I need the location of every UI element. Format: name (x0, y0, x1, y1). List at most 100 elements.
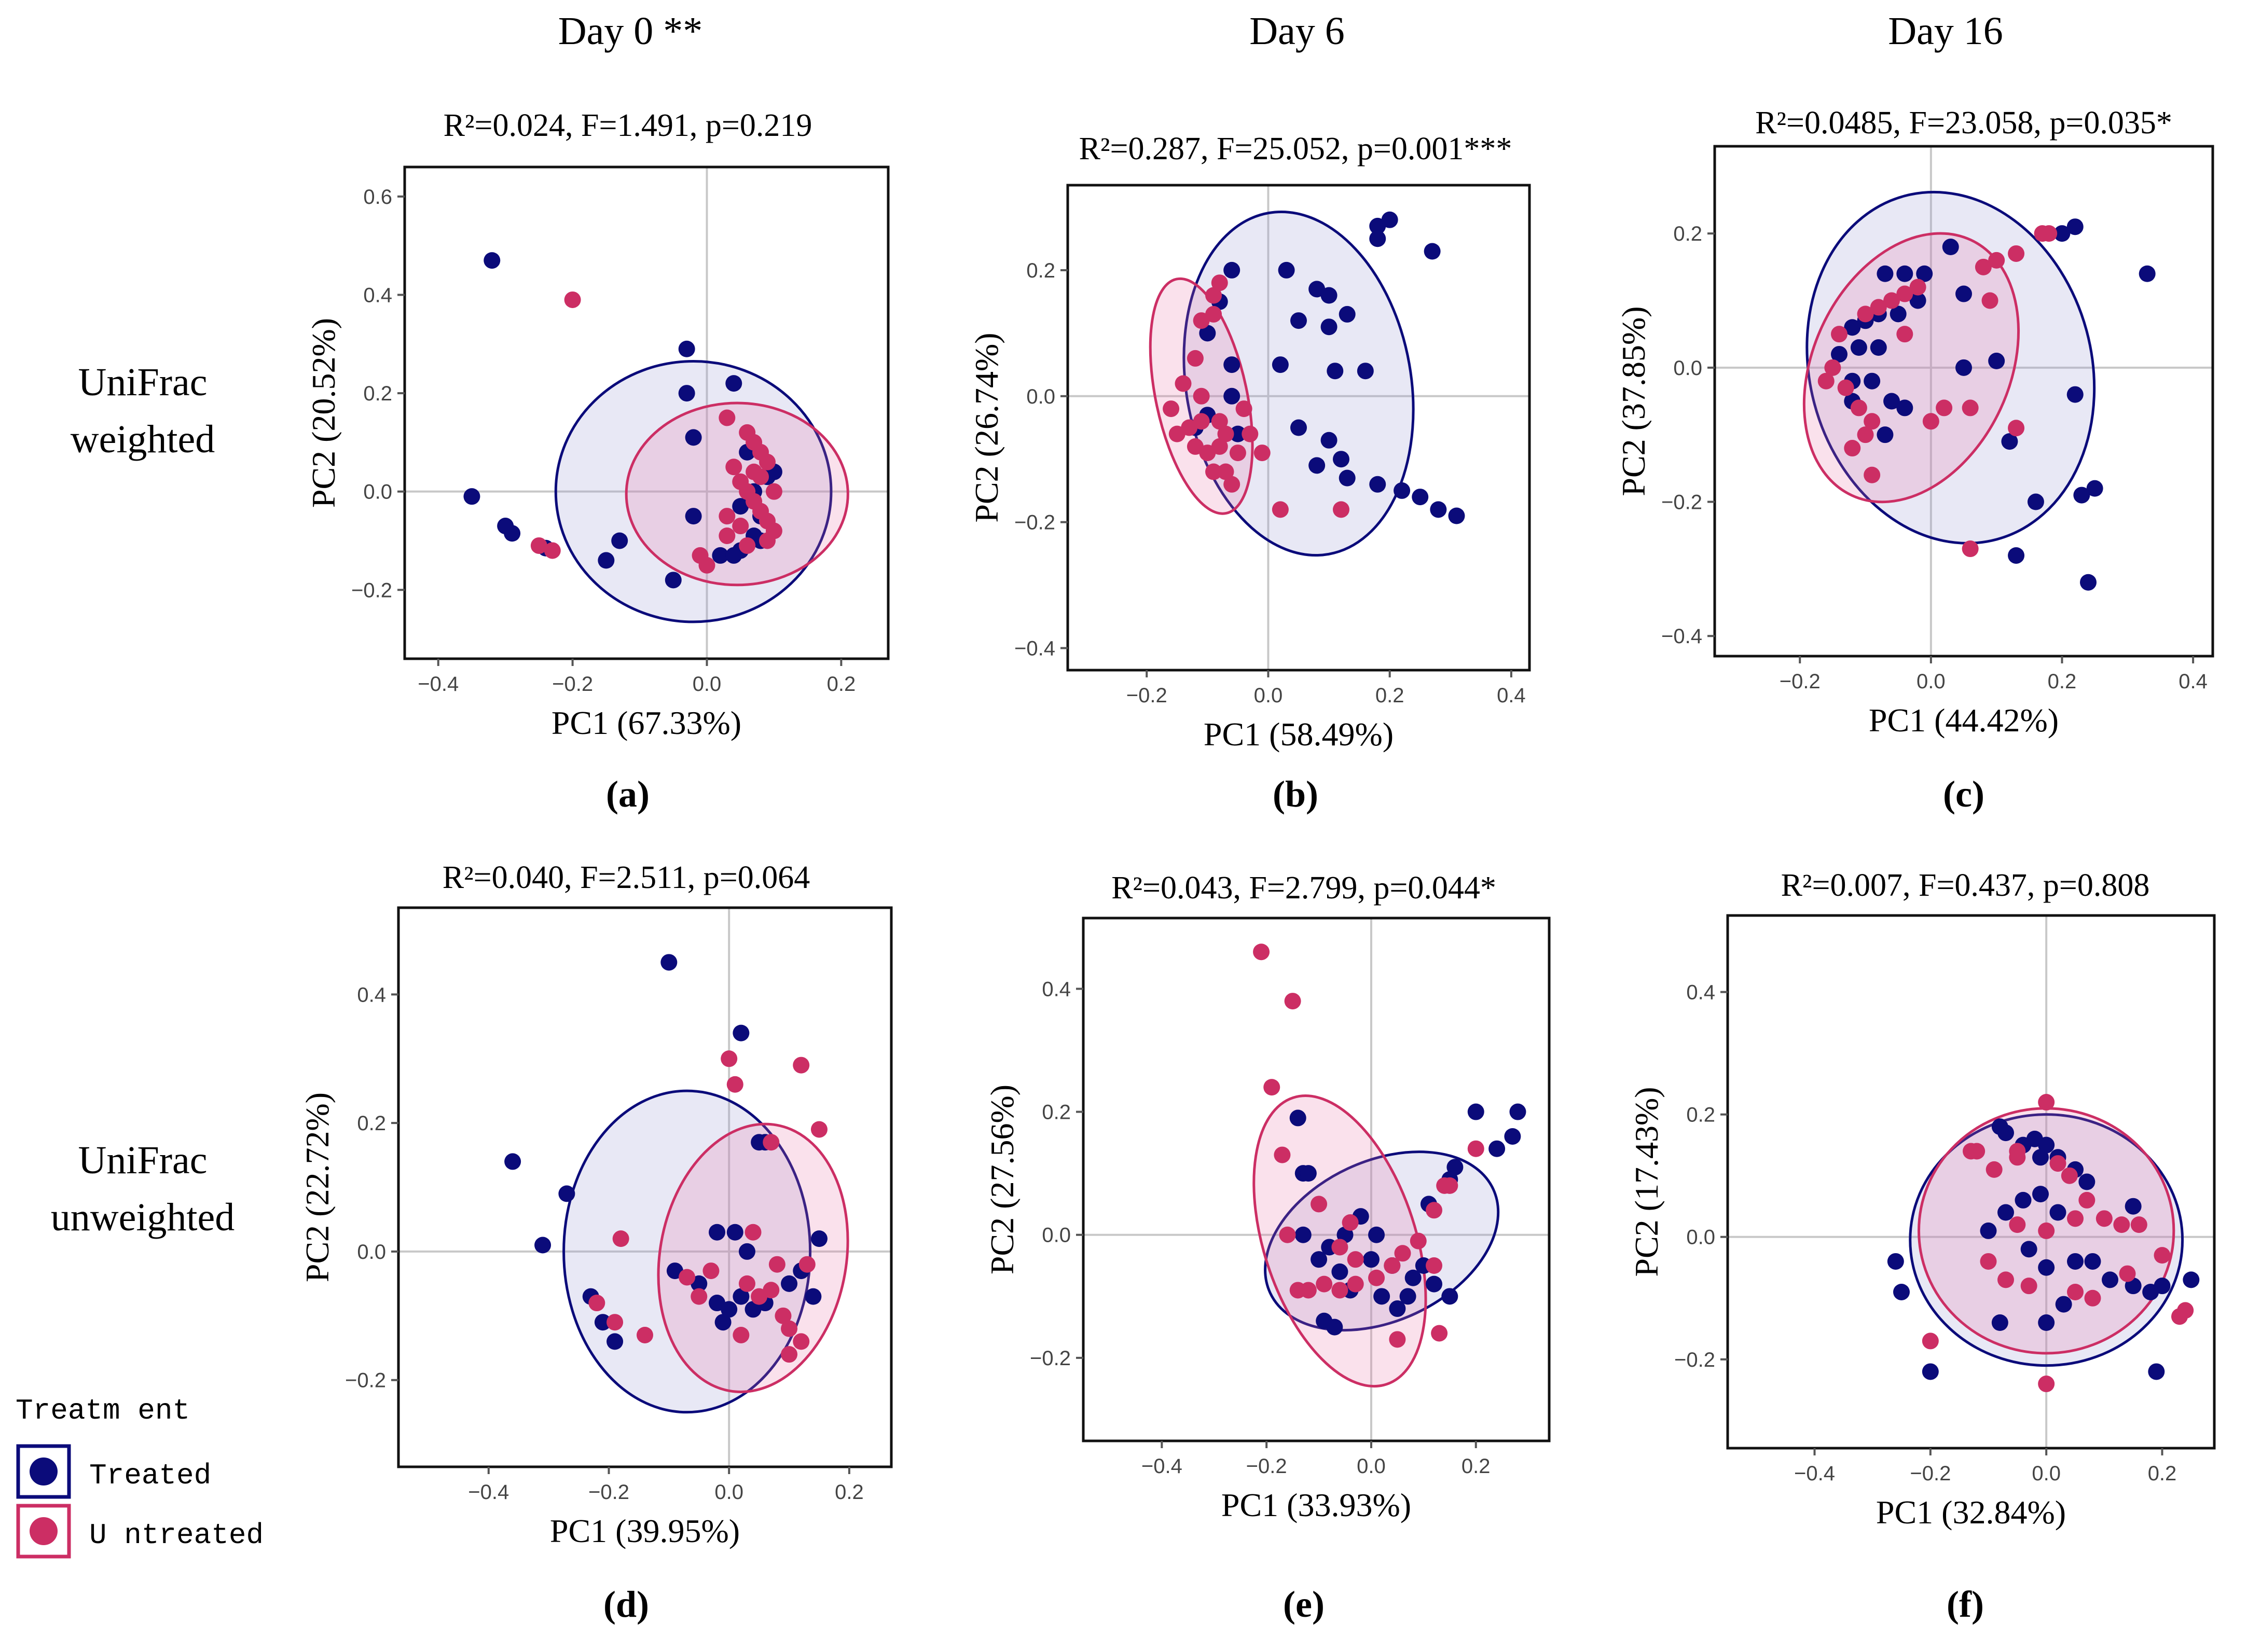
x-tick-label: 0.2 (827, 673, 856, 696)
untreated-point (1883, 292, 1900, 309)
untreated-point (759, 532, 776, 549)
untreated-point (1441, 1177, 1458, 1194)
treated-point (1326, 1318, 1343, 1336)
y-tick-label: 0.4 (1686, 981, 1715, 1004)
treated-point (1399, 1288, 1416, 1305)
untreated-point (1410, 1232, 1427, 1250)
treated-point (1289, 1109, 1306, 1127)
untreated-point (719, 527, 736, 544)
treated-point (1877, 426, 1894, 443)
treated-point (1290, 312, 1307, 329)
untreated-point (2049, 1155, 2066, 1172)
plot-area (1802, 190, 2156, 591)
treated-point (1997, 1125, 2014, 1142)
treated-point (665, 572, 682, 589)
legend: Treatm ent Treated U ntreated (16, 1394, 264, 1559)
treated-point (1223, 387, 1240, 405)
legend-untreated-marker (30, 1517, 58, 1545)
untreated-point (725, 459, 742, 476)
y-tick-label: 0.0 (357, 1241, 386, 1264)
untreated-point (637, 1326, 653, 1343)
plot-area (463, 252, 849, 623)
treated-point (594, 1314, 611, 1331)
untreated-point (2038, 1376, 2055, 1393)
untreated-point (1331, 1239, 1348, 1256)
legend-untreated-key-box (16, 1504, 71, 1559)
x-tick-label: −0.2 (552, 673, 593, 696)
untreated-point (1997, 1271, 2014, 1288)
treated-point (733, 1288, 750, 1305)
untreated-point (1870, 299, 1887, 316)
y-axis-label: PC2 (37.85%) (1615, 306, 1652, 496)
panel-stats-title: R²=0.024, F=1.491, p=0.219 (444, 108, 812, 143)
y-tick-label: 0.6 (363, 186, 392, 209)
untreated-point (1332, 501, 1349, 518)
treated-point (1883, 393, 1900, 410)
untreated-point (1311, 1196, 1328, 1213)
treated-point (1320, 287, 1338, 304)
treated-point (2125, 1198, 2142, 1215)
y-tick-label: 0.4 (363, 284, 392, 307)
legend-treated-marker (30, 1457, 58, 1486)
y-tick-label: 0.2 (1673, 223, 1702, 245)
treated-point (1311, 1251, 1328, 1268)
untreated-point (1211, 413, 1228, 430)
treated-point (2053, 225, 2071, 242)
untreated-point (612, 1230, 629, 1247)
x-tick-label: 0.2 (2048, 670, 2077, 693)
y-axis-label: PC2 (17.43%) (1628, 1087, 1665, 1276)
untreated-point (1175, 375, 1192, 392)
panel-stats-title: R²=0.287, F=25.052, p=0.001*** (1079, 131, 1512, 166)
treated-point (1339, 306, 1356, 323)
untreated-point (564, 291, 581, 308)
untreated-point (679, 1269, 696, 1286)
pcoa-panel-5: −0.4 −0.2 0.0 0.2 −0.2 0.0 0.2 0.4 R²=0.043, F=2… (984, 870, 1551, 1625)
treated-point (1424, 243, 1441, 260)
x-tick-label: −0.4 (418, 673, 459, 696)
treated-point (2038, 1259, 2055, 1276)
treated-point (1394, 482, 1411, 499)
row-label-weighted-line2: weighted (71, 418, 215, 461)
treated-point (805, 1288, 822, 1305)
y-tick-label: −0.2 (1674, 1349, 1715, 1371)
untreated-point (759, 453, 776, 470)
column-header-day6: Day 6 (1249, 9, 1345, 53)
x-axis-label: PC1 (58.49%) (1204, 716, 1394, 753)
treated-point (2015, 1191, 2032, 1209)
x-axis-label: PC1 (33.93%) (1221, 1487, 1411, 1523)
treated-point (1308, 457, 1326, 474)
untreated-point (810, 1121, 828, 1138)
untreated-point (1274, 1146, 1291, 1163)
untreated-point (763, 1282, 780, 1299)
untreated-point (763, 1134, 780, 1151)
treated-point (504, 525, 521, 542)
x-tick-label: 0.0 (1917, 670, 1946, 693)
pcoa-panel-6: −0.4 −0.2 0.0 0.2 −0.2 0.0 0.2 0.4 R²=0.007, F=0… (1628, 868, 2216, 1625)
untreated-point (2020, 1278, 2037, 1295)
untreated-point (2078, 1191, 2095, 1209)
treated-point (2020, 1241, 2037, 1258)
treated-point (732, 498, 749, 515)
y-tick-label: −0.2 (1014, 511, 1055, 534)
treated-point (733, 1024, 750, 1042)
untreated-point (1431, 1325, 1448, 1342)
y-tick-label: −0.2 (345, 1369, 386, 1392)
treated-point (504, 1153, 521, 1170)
panel-stats-title: R²=0.0485, F=23.058, p=0.035* (1755, 105, 2172, 141)
untreated-point (1467, 1140, 1484, 1157)
untreated-point (1988, 252, 2005, 269)
y-tick-label: 0.0 (1042, 1224, 1071, 1247)
treated-point (598, 552, 615, 569)
untreated-point (1384, 1257, 1401, 1274)
treated-point (781, 1275, 798, 1292)
treated-point (1997, 1204, 2014, 1221)
treated-point (678, 385, 695, 402)
plot-background (1715, 146, 2213, 656)
treated-point (1369, 476, 1386, 493)
untreated-point (721, 1050, 738, 1067)
untreated-point (1235, 400, 1252, 418)
treated-point (1850, 339, 1867, 356)
treated-point (1896, 399, 1913, 417)
treated-point (678, 340, 695, 357)
treated-point (1320, 318, 1338, 336)
